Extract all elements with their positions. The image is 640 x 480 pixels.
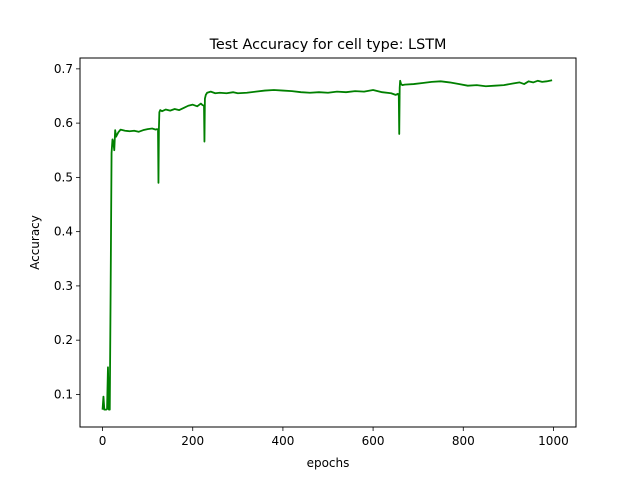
y-tick-label: 0.7 <box>54 62 73 76</box>
x-tick-label: 1000 <box>538 434 569 448</box>
chart-title: Test Accuracy for cell type: LSTM <box>209 37 447 53</box>
x-axis-ticks: 0 200 400 600 800 1000 <box>99 427 569 448</box>
y-axis-ticks: 0.1 0.2 0.3 0.4 0.5 0.6 0.7 <box>54 62 80 401</box>
axes-frame <box>79 57 577 428</box>
x-tick-label: 200 <box>181 434 204 448</box>
y-tick-label: 0.3 <box>54 279 73 293</box>
series-line-0 <box>101 79 553 411</box>
x-axis-label: epochs <box>307 456 350 470</box>
y-axis-label: Accuracy <box>28 215 42 270</box>
x-tick-label: 400 <box>271 434 294 448</box>
y-tick-label: 0.5 <box>54 170 73 184</box>
y-tick-label: 0.6 <box>54 116 73 130</box>
x-tick-label: 800 <box>452 434 475 448</box>
x-tick-label: 0 <box>99 434 107 448</box>
y-tick-label: 0.2 <box>54 333 73 347</box>
series-layer <box>101 79 553 411</box>
y-tick-label: 0.4 <box>54 225 73 239</box>
x-tick-label: 600 <box>362 434 385 448</box>
y-tick-label: 0.1 <box>54 387 73 401</box>
